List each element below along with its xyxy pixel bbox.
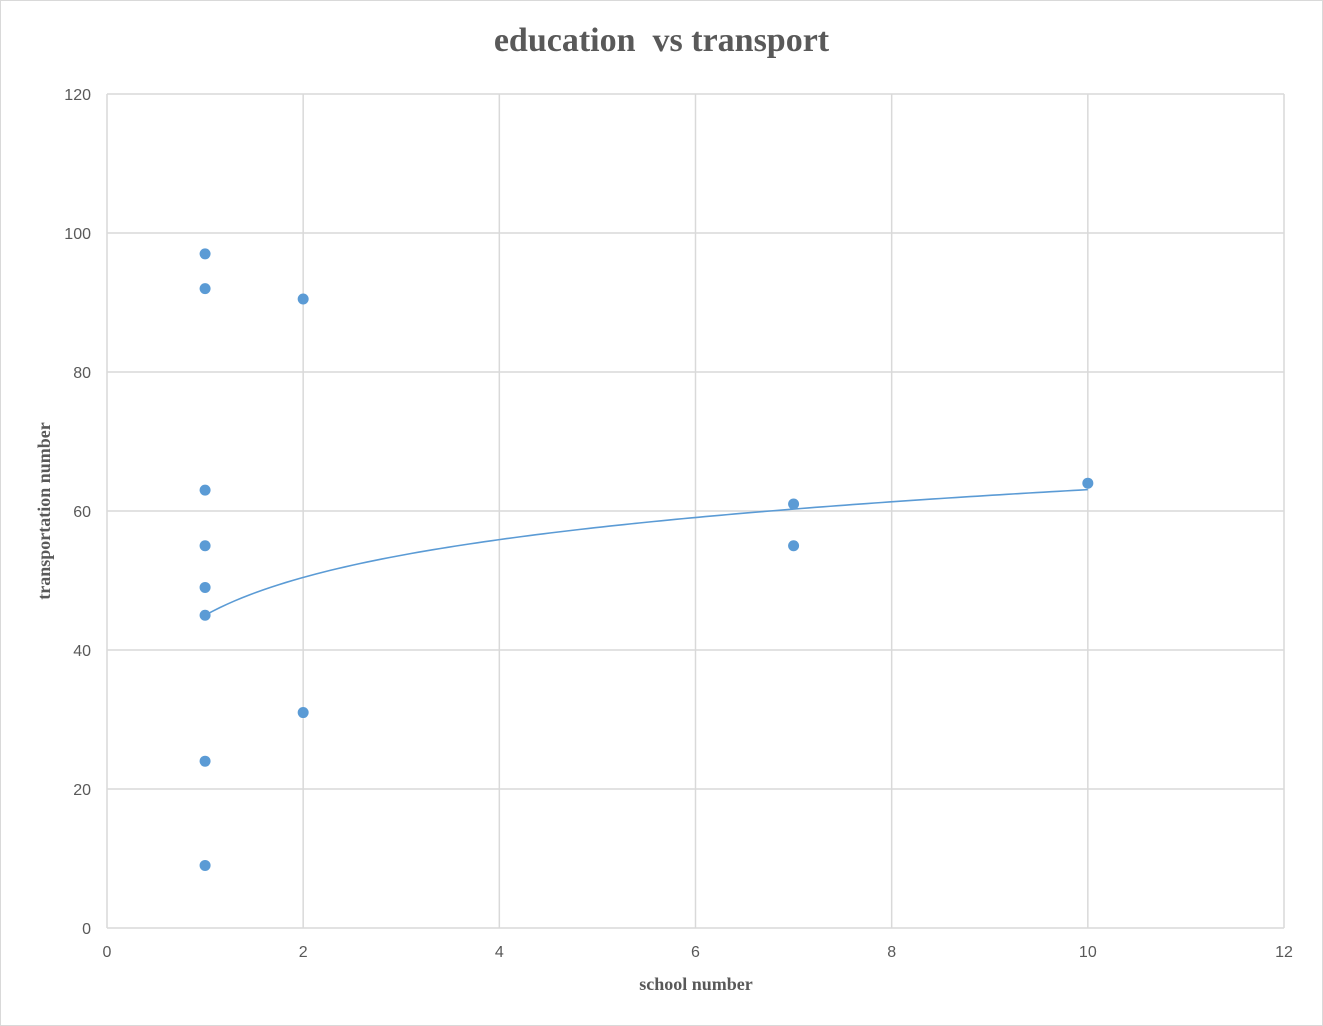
y-tick-label: 0 [82,921,91,938]
data-points [199,248,1094,871]
x-tick-label: 2 [299,944,308,961]
y-tick-label: 20 [73,782,91,799]
data-point [199,540,211,552]
data-point [199,581,211,593]
grid-lines [106,93,1285,929]
data-point [199,248,211,260]
x-tick-label: 12 [1275,944,1293,961]
x-tick-label: 10 [1079,944,1097,961]
data-point [199,755,211,767]
x-tick-label: 0 [103,944,112,961]
trendline-layer [204,488,1088,616]
x-axis-label: school number [639,974,753,994]
data-point [199,609,211,621]
x-tick-label: 4 [495,944,504,961]
y-tick-label: 80 [73,365,91,382]
data-point [199,859,211,871]
data-point [297,293,309,305]
x-tick-label: 6 [691,944,700,961]
y-tick-label: 100 [64,226,91,243]
x-tick-label: 8 [887,944,896,961]
data-point [297,707,309,719]
trendline [204,488,1088,616]
y-tick-label: 60 [73,504,91,521]
data-point [199,283,211,295]
data-point [788,540,800,552]
chart-title: education vs transport [493,22,830,59]
data-point [1082,477,1094,489]
data-point [199,484,211,496]
y-axis-label: transportation number [34,422,54,600]
y-tick-label: 120 [64,87,91,104]
data-point [788,498,800,510]
y-tick-label: 40 [73,643,91,660]
